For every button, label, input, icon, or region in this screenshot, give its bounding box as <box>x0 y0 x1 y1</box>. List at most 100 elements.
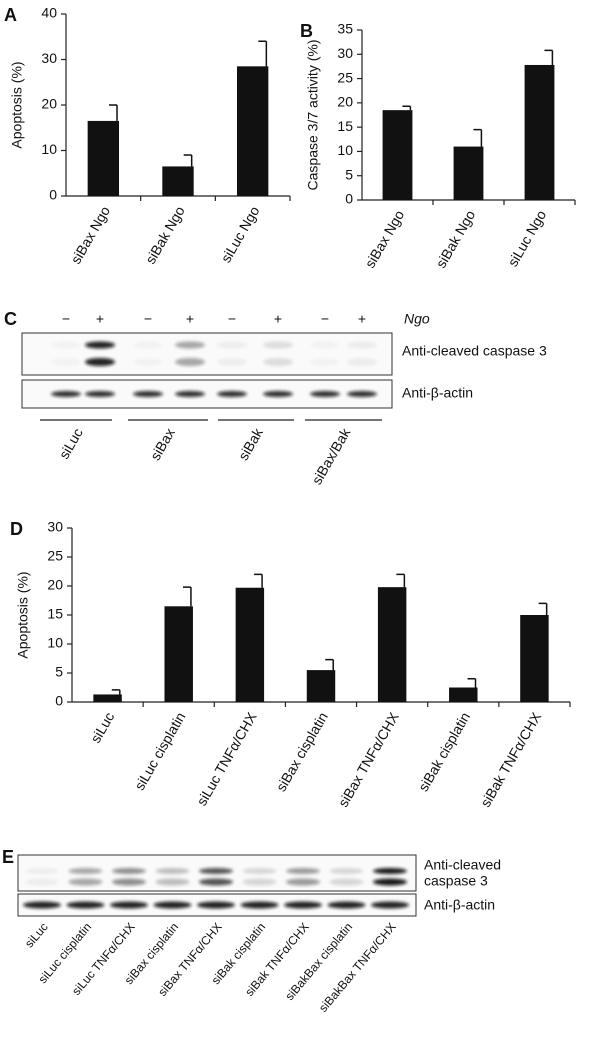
error-bar <box>111 689 121 695</box>
blot-band <box>175 391 205 397</box>
blot-band <box>242 878 277 886</box>
error-bar <box>538 602 548 615</box>
y-tick-label: 10 <box>337 142 353 158</box>
error-bar <box>183 154 193 167</box>
lane-sign: + <box>274 311 282 327</box>
blot-band <box>284 901 322 909</box>
band-label: Anti-cleaved <box>424 857 501 873</box>
panel-label: B <box>300 21 313 41</box>
band-label: Anti-β-actin <box>402 385 473 401</box>
error-bar <box>396 573 406 588</box>
bar <box>162 166 194 196</box>
lane-sign: − <box>62 311 70 327</box>
blot-band <box>242 868 277 874</box>
blot-band <box>51 342 81 349</box>
y-axis-title: Apoptosis (%) <box>15 571 31 658</box>
y-tick-label: 0 <box>55 693 63 709</box>
y-tick-label: 15 <box>47 606 63 622</box>
blot-band <box>240 901 279 909</box>
blot-band <box>217 341 247 349</box>
x-tick-label: siBak cisplatin <box>415 709 473 794</box>
x-tick-label: siBax Ngo <box>362 207 408 270</box>
error-bar <box>182 586 192 607</box>
error-bar <box>402 105 412 111</box>
y-tick-label: 0 <box>345 191 353 207</box>
y-tick-label: 5 <box>55 664 63 680</box>
lane-label: siLuc <box>22 920 51 950</box>
lane-sign: − <box>228 311 236 327</box>
blot-band <box>286 878 320 886</box>
blot-band <box>110 901 148 909</box>
y-tick-label: 30 <box>41 50 57 66</box>
blot-band <box>112 878 146 886</box>
band-label: caspase 3 <box>424 873 488 889</box>
group-label: siLuc <box>56 425 86 461</box>
panel-label: D <box>10 519 23 539</box>
blot-band <box>286 868 320 874</box>
treatment-label: Ngo <box>404 311 430 327</box>
y-tick-label: 20 <box>337 94 353 110</box>
y-tick-label: 40 <box>41 5 57 21</box>
blot-band <box>133 342 163 349</box>
error-bar <box>254 573 263 588</box>
blot-box <box>21 332 393 376</box>
blot-band <box>347 358 377 366</box>
blot-band <box>68 868 103 874</box>
blot-band <box>85 358 115 366</box>
blot-band <box>66 901 105 909</box>
error-bar <box>467 678 477 688</box>
blot-band <box>133 358 163 366</box>
error-bar <box>258 40 268 67</box>
bar <box>377 587 407 702</box>
blot-band <box>199 878 233 886</box>
error-bar <box>544 49 554 65</box>
blot-band <box>217 391 247 397</box>
blot-band <box>373 878 407 886</box>
y-tick-label: 20 <box>47 577 63 593</box>
x-tick-label: siBax cisplatin <box>273 709 331 794</box>
bar <box>524 64 555 200</box>
error-bar <box>109 104 118 121</box>
blot-band <box>175 358 205 366</box>
blot-band <box>347 341 377 349</box>
lane-sign: + <box>186 311 194 327</box>
blot-band <box>85 391 115 397</box>
blot-band <box>371 901 409 909</box>
bar <box>87 120 120 196</box>
x-tick-label: siLuc Ngo <box>217 203 262 265</box>
band-label: Anti-cleaved caspase 3 <box>402 343 547 359</box>
x-tick-label: siBak Ngo <box>142 203 188 266</box>
blot-band <box>310 342 340 349</box>
blot-band <box>23 901 61 909</box>
y-tick-label: 30 <box>47 519 63 535</box>
lane-sign: − <box>321 311 329 327</box>
blot-band <box>25 878 59 886</box>
blot-band <box>133 391 163 397</box>
blot-band <box>155 868 190 874</box>
bar <box>164 606 193 702</box>
blot-band <box>217 358 247 366</box>
blot-band <box>347 391 377 397</box>
blot-band <box>51 391 81 397</box>
x-tick-label: siBak Ngo <box>433 207 479 270</box>
band-label: Anti-β-actin <box>424 897 495 913</box>
y-tick-label: 20 <box>41 96 57 112</box>
x-tick-label: siLuc cisplatin <box>131 709 188 792</box>
bar <box>382 110 413 200</box>
blot-band <box>373 868 407 874</box>
blot-band <box>175 341 205 349</box>
lane-sign: − <box>144 311 152 327</box>
blot-band <box>155 878 190 886</box>
group-label: siBax/Bak <box>308 424 353 487</box>
bar <box>235 587 265 702</box>
y-axis-title: Apoptosis (%) <box>9 61 25 148</box>
y-tick-label: 30 <box>337 45 353 61</box>
y-tick-label: 10 <box>41 141 57 157</box>
blot-band <box>85 341 115 349</box>
blot-band <box>310 358 340 366</box>
lane-sign: + <box>358 311 366 327</box>
y-tick-label: 35 <box>337 21 353 37</box>
blot-band <box>263 391 293 397</box>
